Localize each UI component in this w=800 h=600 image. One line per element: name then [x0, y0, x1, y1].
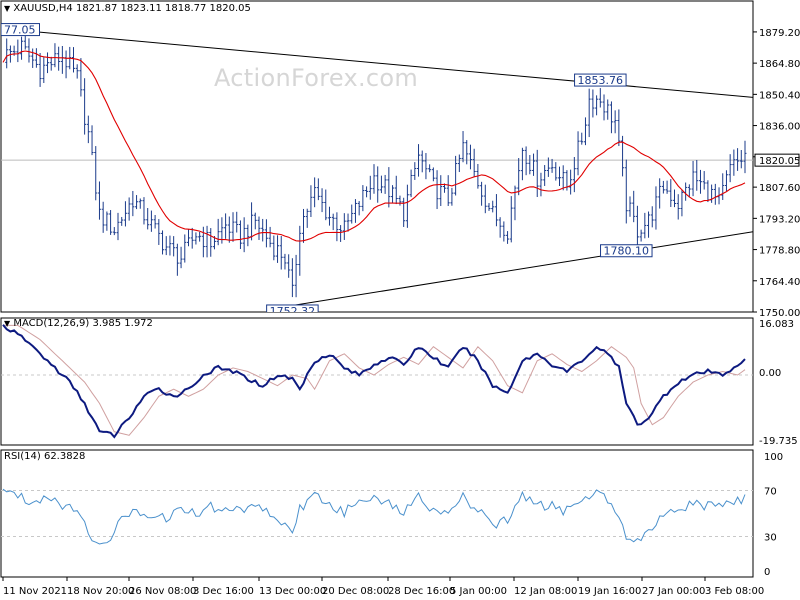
x-tick-label: 26 Nov 08:00 — [129, 586, 196, 597]
trendline — [292, 231, 753, 306]
x-tick-label: 3 Feb 08:00 — [705, 586, 764, 597]
annotation-box — [1, 23, 40, 37]
y-tick-label: 1864.80 — [759, 59, 800, 70]
price-annotation: 1853.76 — [574, 73, 627, 87]
y-tick-label: 1807.60 — [759, 183, 800, 194]
x-tick-label: 28 Dec 16:00 — [388, 586, 455, 597]
price-panel: 77.05 1853.76 1780.10 1752.32 — [1, 23, 753, 318]
annotation-box — [266, 304, 319, 312]
axis-labels: 1879.201864.801850.401836.001821.601807.… — [2, 28, 800, 597]
macd-signal-line — [3, 324, 746, 436]
annotation-box — [600, 244, 653, 258]
last-price-box — [754, 153, 800, 167]
rsi-line — [2, 488, 746, 545]
dropdown-triangle-icon[interactable]: ▼ — [4, 319, 11, 328]
moving-average-line — [2, 50, 746, 242]
macd-y-tick-label: -19.735 — [759, 436, 798, 447]
x-tick-label: 20 Dec 08:00 — [322, 586, 389, 597]
price-header-label: XAUUSD,H4 1821.87 1823.11 1818.77 1820.0… — [13, 3, 251, 14]
x-tick-label: 13 Dec 00:00 — [259, 586, 326, 597]
annotation-label: 77.05 — [4, 24, 36, 37]
trendline — [17, 29, 753, 98]
rsi-y-tick-label: 0 — [764, 567, 770, 578]
macd-header-label: MACD(12,26,9) 3.985 1.972 — [13, 318, 153, 329]
macd-line — [2, 324, 746, 439]
rsi-y-tick-label: 30 — [764, 533, 777, 544]
y-tick-label: 1836.00 — [759, 122, 800, 133]
y-tick-label: 1879.20 — [759, 28, 800, 39]
x-tick-label: 3 Dec 16:00 — [193, 586, 254, 597]
rsi-header: RSI(14) 62.3828 — [4, 451, 86, 462]
macd-header: ▼ MACD(12,26,9) 3.985 1.972 — [4, 318, 153, 329]
rsi-y-tick-label: 100 — [764, 452, 783, 463]
macd-y-tick-label: 16.083 — [759, 319, 794, 330]
y-tick-label: 1793.20 — [759, 214, 800, 225]
macd-y-tick-label: 0.00 — [759, 368, 781, 379]
annotation-box — [574, 73, 627, 87]
x-tick-label: 11 Nov 2021 — [3, 586, 67, 597]
price-annotation: 1752.32 — [266, 304, 319, 318]
x-tick-label: 5 Jan 00:00 — [450, 586, 507, 597]
x-tick-label: 18 Nov 20:00 — [67, 586, 134, 597]
panel-frame — [0, 449, 754, 578]
rsi-panel — [1, 488, 753, 545]
macd-panel — [1, 324, 753, 439]
price-annotation: 1780.10 — [600, 244, 653, 258]
rsi-y-tick-label: 70 — [764, 487, 777, 498]
last-price-label: 1820.05 — [759, 156, 800, 167]
watermark: ActionForex.com — [214, 64, 419, 92]
x-tick-label: 12 Jan 08:00 — [514, 586, 577, 597]
dropdown-triangle-icon[interactable]: ▼ — [4, 4, 11, 13]
annotation-label: 1780.10 — [604, 245, 650, 258]
x-tick-label: 27 Jan 00:00 — [642, 586, 705, 597]
price-annotation: 77.05 — [1, 23, 40, 37]
panel-frame — [0, 317, 754, 446]
y-tick-label: 1850.40 — [759, 90, 800, 101]
y-tick-label: 1778.80 — [759, 246, 800, 257]
y-tick-label: 1750.00 — [759, 308, 800, 319]
y-tick-label: 1764.40 — [759, 277, 800, 288]
annotation-label: 1752.32 — [270, 305, 316, 318]
panel-frame — [0, 0, 754, 313]
x-tick-label: 19 Jan 16:00 — [578, 586, 641, 597]
price-header: ▼ XAUUSD,H4 1821.87 1823.11 1818.77 1820… — [4, 3, 251, 14]
annotation-label: 1853.76 — [578, 74, 624, 87]
